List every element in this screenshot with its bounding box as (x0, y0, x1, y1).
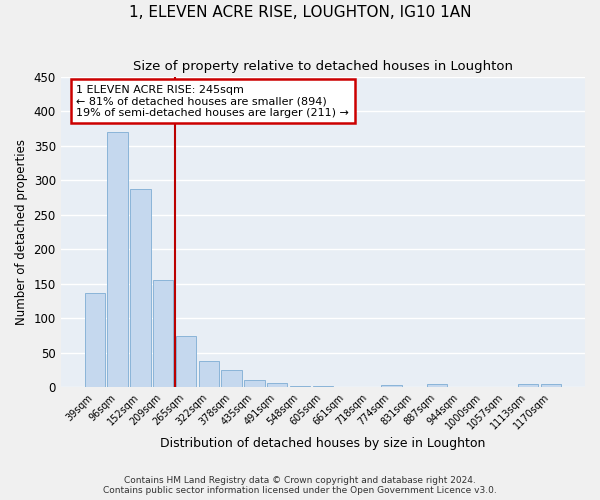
Bar (290, 386, 310, 388)
Text: 1, ELEVEN ACRE RISE, LOUGHTON, IG10 1AN: 1, ELEVEN ACRE RISE, LOUGHTON, IG10 1AN (129, 5, 471, 20)
Y-axis label: Number of detached properties: Number of detached properties (15, 139, 28, 325)
Bar (85, 293, 105, 388)
X-axis label: Distribution of detached houses by size in Loughton: Distribution of detached houses by size … (160, 437, 485, 450)
Bar (199, 361, 219, 388)
Title: Size of property relative to detached houses in Loughton: Size of property relative to detached ho… (133, 60, 513, 73)
Bar (427, 384, 447, 388)
Bar (518, 384, 538, 388)
Bar (244, 380, 265, 388)
Bar (267, 383, 287, 388)
Bar (130, 190, 151, 388)
Bar (313, 386, 333, 388)
Text: 1 ELEVEN ACRE RISE: 245sqm
← 81% of detached houses are smaller (894)
19% of sem: 1 ELEVEN ACRE RISE: 245sqm ← 81% of deta… (76, 84, 349, 118)
Bar (153, 280, 173, 388)
Text: Contains HM Land Registry data © Crown copyright and database right 2024.
Contai: Contains HM Land Registry data © Crown c… (103, 476, 497, 495)
Bar (381, 384, 401, 388)
Bar (107, 132, 128, 388)
Bar (335, 386, 356, 388)
Bar (176, 336, 196, 388)
Bar (221, 370, 242, 388)
Bar (541, 384, 561, 388)
